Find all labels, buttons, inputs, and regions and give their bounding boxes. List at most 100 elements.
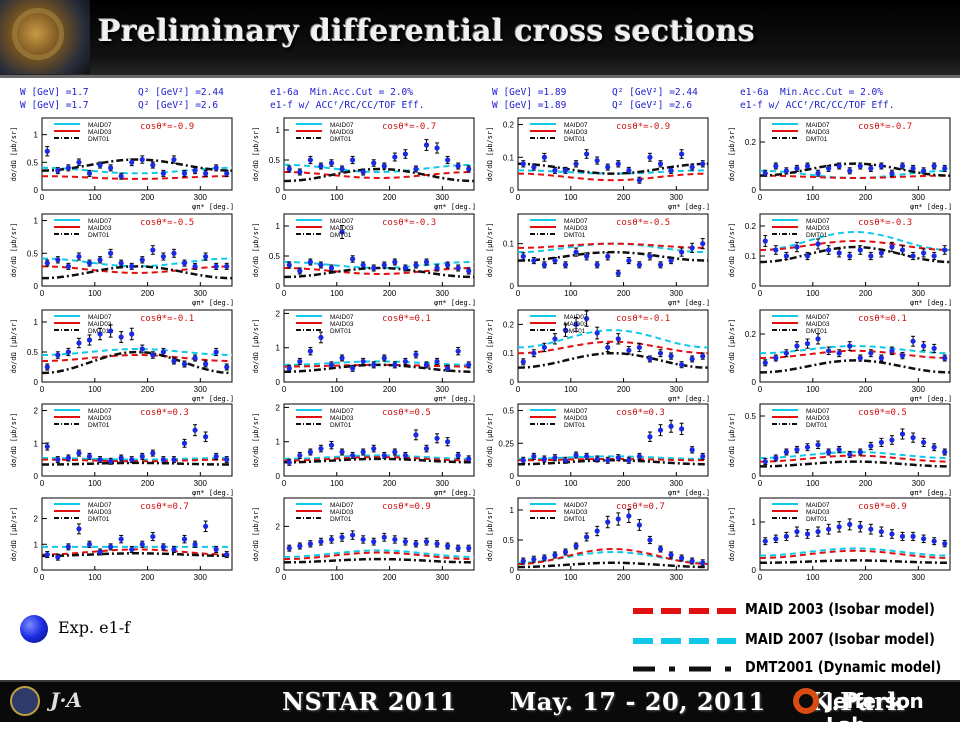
- data-point-9: [339, 355, 345, 361]
- data-point-9: [371, 362, 377, 368]
- data-point-12: [150, 450, 156, 456]
- y-axis-label-10: dσ/dΩ [μb/sr]: [486, 319, 494, 374]
- data-point-5: [445, 262, 451, 268]
- data-point-16: [213, 546, 219, 553]
- x-tick-label-1: 0: [282, 193, 287, 202]
- panel-legend-label-18: MAID03: [564, 509, 588, 516]
- data-point-15: [910, 435, 916, 441]
- data-point-16: [192, 541, 198, 547]
- data-point-10: [657, 350, 664, 356]
- data-point-9: [392, 362, 398, 368]
- panel-legend-label-9: DMT01: [330, 328, 352, 335]
- data-point-17: [297, 543, 303, 549]
- y-tick-label-14: 0.25: [498, 439, 514, 448]
- data-point-18: [531, 556, 537, 562]
- data-point-0: [150, 162, 156, 168]
- detector-photo: [0, 0, 90, 74]
- data-point-1: [286, 166, 292, 172]
- data-point-0: [76, 159, 82, 165]
- data-point-15: [762, 459, 768, 465]
- data-point-19: [889, 531, 895, 537]
- data-point-19: [847, 521, 853, 527]
- data-point-18: [594, 528, 600, 534]
- data-point-2: [562, 167, 569, 173]
- data-point-3: [910, 165, 916, 171]
- data-point-5: [434, 265, 440, 271]
- y-tick-label-13: 2: [276, 403, 281, 412]
- data-point-6: [573, 249, 579, 255]
- data-point-12: [65, 455, 71, 461]
- x-tick-label-18: 200: [617, 573, 631, 582]
- panel-legend-label-7: MAID07: [806, 218, 830, 225]
- x-tick-label-6: 0: [516, 289, 521, 298]
- y-tick-label-5: 1: [276, 222, 281, 231]
- data-point-7: [847, 253, 853, 259]
- y-tick-label-19: 0: [752, 566, 757, 575]
- jefferson-lab-icon-center: [799, 694, 813, 708]
- data-point-15: [794, 447, 800, 453]
- data-point-14: [657, 427, 664, 433]
- data-point-7: [804, 253, 811, 259]
- data-point-13: [381, 452, 387, 459]
- panel-legend-label-12: MAID03: [88, 415, 112, 422]
- maid07-curve-12: [42, 457, 232, 461]
- data-point-14: [668, 423, 674, 429]
- data-point-8: [224, 364, 230, 370]
- data-point-17: [466, 545, 472, 551]
- panel-legend-label-12: MAID07: [88, 408, 112, 415]
- y-axis-label-3: dσ/dΩ [μb/sr]: [728, 127, 736, 182]
- y-axis-label-12: dσ/dΩ [μb/sr]: [10, 413, 18, 468]
- y-tick-label-13: 1: [276, 438, 281, 447]
- x-tick-label-5: 300: [436, 289, 450, 298]
- x-tick-label-12: 300: [194, 479, 208, 488]
- y-axis-label-19: dσ/dΩ [μb/sr]: [728, 507, 736, 562]
- data-point-8: [86, 337, 93, 343]
- y-tick-label-1: 0.5: [269, 156, 281, 165]
- data-point-7: [783, 253, 789, 259]
- data-point-14: [573, 452, 579, 458]
- y-tick-label-9: 2: [276, 309, 281, 318]
- title-bar: Preliminary differential cross sections: [0, 0, 960, 78]
- y-tick-label-14: 0.5: [503, 407, 515, 416]
- x-tick-label-3: 0: [758, 193, 763, 202]
- panel-legend-label-1: MAID03: [330, 129, 354, 136]
- data-point-14: [552, 455, 558, 461]
- data-point-18: [647, 537, 653, 543]
- data-point-1: [434, 145, 440, 151]
- y-tick-label-15: 0.5: [745, 412, 757, 421]
- data-point-4: [55, 257, 61, 263]
- data-point-19: [931, 538, 937, 544]
- data-point-16: [76, 526, 82, 532]
- data-point-6: [584, 253, 590, 259]
- data-point-17: [455, 545, 461, 551]
- detector-ring: [12, 8, 64, 60]
- data-point-15: [804, 444, 811, 450]
- data-point-7: [762, 238, 768, 244]
- x-tick-label-8: 0: [40, 385, 45, 394]
- x-tick-label-2: 300: [670, 193, 684, 202]
- y-tick-label-13: 0: [276, 472, 281, 481]
- data-point-14: [615, 455, 621, 461]
- panel-legend-label-8: DMT01: [88, 328, 110, 335]
- data-point-13: [360, 449, 366, 455]
- x-tick-label-7: 200: [859, 289, 873, 298]
- data-point-6: [541, 262, 547, 268]
- maid07-curve-0: [41, 166, 233, 175]
- dmt-curve-13: [284, 457, 474, 464]
- x-axis-label-11: φπ* [deg.]: [910, 395, 952, 403]
- panel-legend-label-17: MAID07: [330, 502, 354, 509]
- data-point-12: [213, 453, 219, 459]
- data-point-15: [899, 431, 906, 437]
- right-run-2: e1-f w/ ACCᶠ/RC/CC/TOF Eff.: [740, 100, 895, 111]
- panel-legend-label-10: DMT01: [564, 328, 586, 335]
- x-tick-label-2: 100: [564, 193, 578, 202]
- data-point-17: [307, 541, 313, 547]
- maid03-curve-13: [283, 456, 475, 462]
- x-tick-label-11: 100: [806, 385, 820, 394]
- y-axis-label-6: dσ/dΩ [μb/sr]: [486, 223, 494, 278]
- x-tick-label-17: 300: [436, 573, 450, 582]
- data-point-10: [605, 344, 611, 351]
- data-point-13: [434, 435, 440, 441]
- data-point-12: [203, 434, 209, 440]
